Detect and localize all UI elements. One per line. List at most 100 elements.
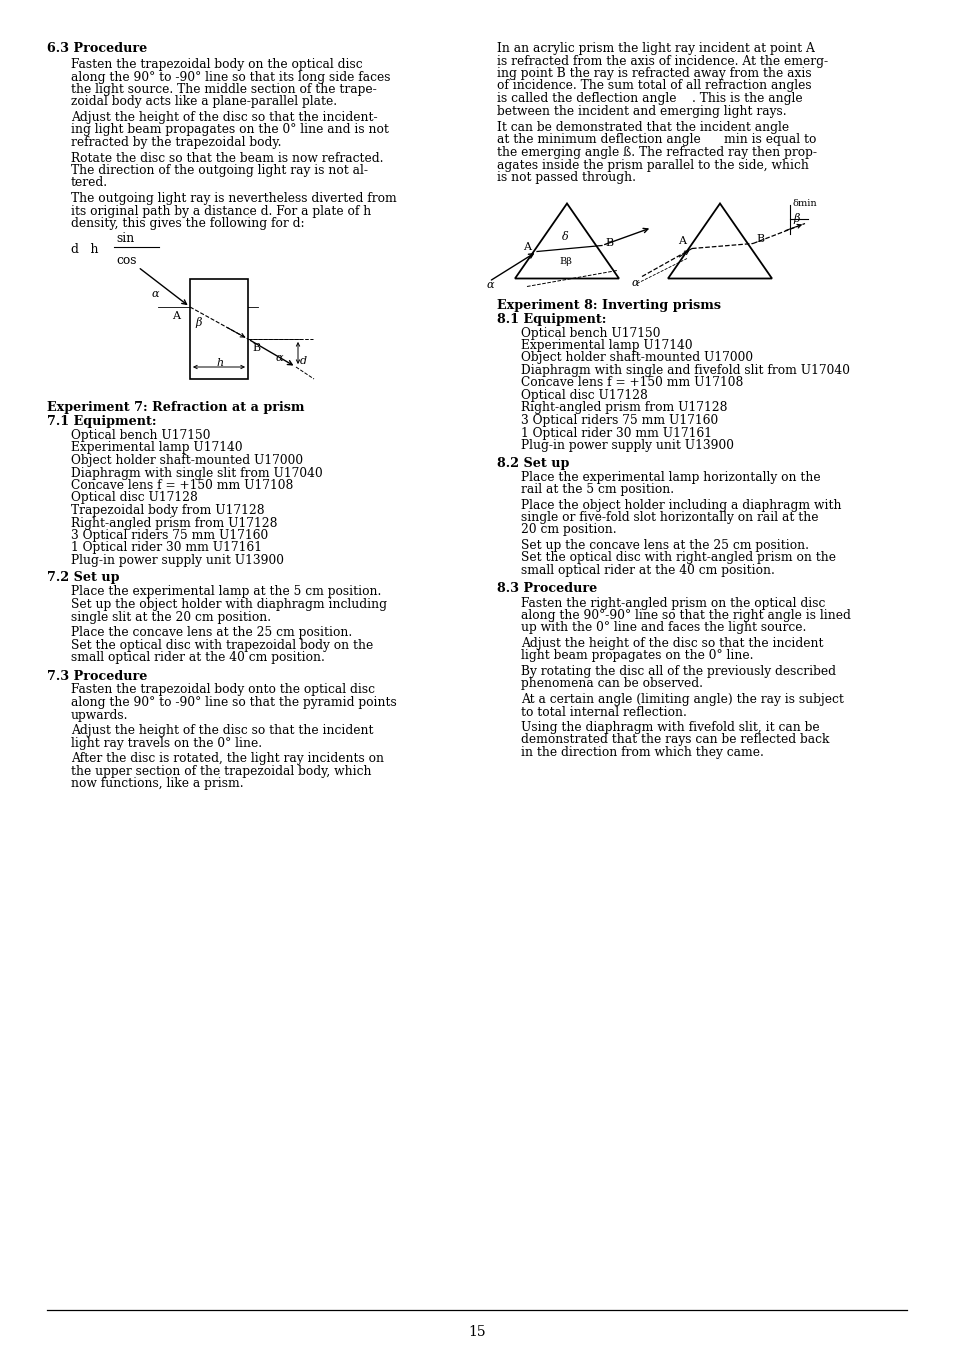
Text: Optical disc U17128: Optical disc U17128 (71, 492, 197, 504)
Text: ing point B the ray is refracted away from the axis: ing point B the ray is refracted away fr… (497, 68, 811, 80)
Text: rail at the 5 cm position.: rail at the 5 cm position. (520, 484, 674, 496)
Text: up with the 0° line and faces the light source.: up with the 0° line and faces the light … (520, 621, 805, 635)
Text: demonstrated that the rays can be reflected back: demonstrated that the rays can be reflec… (520, 734, 828, 747)
Text: α: α (486, 280, 494, 289)
Bar (190, 280, 248, 380)
Text: 7.3 Procedure: 7.3 Procedure (47, 670, 147, 682)
Text: in the direction from which they came.: in the direction from which they came. (520, 746, 763, 759)
Text: of incidence. The sum total of all refraction angles: of incidence. The sum total of all refra… (497, 80, 811, 92)
Text: The direction of the outgoing light ray is not al-: The direction of the outgoing light ray … (71, 163, 368, 177)
Text: Experiment 8: Inverting prisms: Experiment 8: Inverting prisms (497, 299, 720, 312)
Text: The outgoing light ray is nevertheless diverted from: The outgoing light ray is nevertheless d… (71, 192, 396, 205)
Text: α: α (631, 278, 639, 289)
Text: A: A (678, 236, 685, 246)
Text: h: h (215, 358, 223, 367)
Text: between the incident and emerging light rays.: between the incident and emerging light … (497, 104, 786, 118)
Text: 1 Optical rider 30 mm U17161: 1 Optical rider 30 mm U17161 (520, 427, 711, 439)
Text: Right-angled prism from U17128: Right-angled prism from U17128 (71, 516, 277, 530)
Text: Right-angled prism from U17128: Right-angled prism from U17128 (520, 401, 727, 415)
Text: refracted by the trapezoidal body.: refracted by the trapezoidal body. (71, 136, 281, 149)
Text: zoidal body acts like a plane-parallel plate.: zoidal body acts like a plane-parallel p… (71, 96, 336, 108)
Text: At a certain angle (limiting angle) the ray is subject: At a certain angle (limiting angle) the … (520, 693, 843, 707)
Text: d: d (299, 357, 307, 366)
Text: δ: δ (561, 231, 568, 242)
Text: Set the optical disc with right-angled prism on the: Set the optical disc with right-angled p… (520, 551, 835, 565)
Text: Adjust the height of the disc so that the incident-: Adjust the height of the disc so that th… (71, 111, 377, 124)
Text: now functions, like a prism.: now functions, like a prism. (71, 777, 243, 790)
Text: 7.1 Equipment:: 7.1 Equipment: (47, 415, 156, 428)
Text: In an acrylic prism the light ray incident at point A: In an acrylic prism the light ray incide… (497, 42, 814, 55)
Text: Optical disc U17128: Optical disc U17128 (520, 389, 647, 403)
Text: the upper section of the trapezoidal body, which: the upper section of the trapezoidal bod… (71, 765, 371, 777)
Text: along the 90° to -90° line so that its long side faces: along the 90° to -90° line so that its l… (71, 70, 390, 84)
Text: 7.2 Set up: 7.2 Set up (47, 571, 119, 585)
Text: 20 cm position.: 20 cm position. (520, 523, 616, 536)
Text: single or five-fold slot horizontally on rail at the: single or five-fold slot horizontally on… (520, 511, 818, 524)
Text: sin: sin (116, 232, 134, 246)
Text: Optical bench U17150: Optical bench U17150 (71, 430, 211, 442)
Text: A: A (172, 311, 180, 322)
Text: 1 Optical rider 30 mm U17161: 1 Optical rider 30 mm U17161 (71, 542, 262, 554)
Text: Adjust the height of the disc so that the incident: Adjust the height of the disc so that th… (520, 638, 822, 650)
Text: is called the deflection angle    . This is the angle: is called the deflection angle . This is… (497, 92, 801, 105)
Text: Place the concave lens at the 25 cm position.: Place the concave lens at the 25 cm posi… (71, 626, 352, 639)
Text: small optical rider at the 40 cm position.: small optical rider at the 40 cm positio… (520, 563, 774, 577)
Text: Diaphragm with single slit from U17040: Diaphragm with single slit from U17040 (71, 466, 322, 480)
Text: By rotating the disc all of the previously described: By rotating the disc all of the previous… (520, 665, 835, 678)
Text: 3 Optical riders 75 mm U17160: 3 Optical riders 75 mm U17160 (520, 413, 718, 427)
Text: the light source. The middle section of the trape-: the light source. The middle section of … (71, 82, 376, 96)
Text: It can be demonstrated that the incident angle: It can be demonstrated that the incident… (497, 122, 788, 134)
Text: B: B (252, 343, 260, 353)
Text: density, this gives the following for d:: density, this gives the following for d: (71, 218, 304, 230)
Text: Place the experimental lamp horizontally on the: Place the experimental lamp horizontally… (520, 470, 820, 484)
Text: 8.3 Procedure: 8.3 Procedure (497, 582, 597, 596)
Text: Object holder shaft-mounted U17000: Object holder shaft-mounted U17000 (71, 454, 303, 467)
Text: single slit at the 20 cm position.: single slit at the 20 cm position. (71, 611, 271, 624)
Text: small optical rider at the 40 cm position.: small optical rider at the 40 cm positio… (71, 651, 325, 663)
Text: Experiment 7: Refraction at a prism: Experiment 7: Refraction at a prism (47, 401, 304, 413)
Text: Fasten the trapezoidal body onto the optical disc: Fasten the trapezoidal body onto the opt… (71, 684, 375, 697)
Text: β: β (194, 317, 201, 328)
Text: Place the experimental lamp at the 5 cm position.: Place the experimental lamp at the 5 cm … (71, 585, 381, 598)
Text: Trapezoidal body from U17128: Trapezoidal body from U17128 (71, 504, 264, 517)
Text: along the 90° to -90° line so that the pyramid points: along the 90° to -90° line so that the p… (71, 696, 396, 709)
Text: A: A (522, 242, 531, 251)
Text: light beam propagates on the 0° line.: light beam propagates on the 0° line. (520, 650, 753, 662)
Text: 15: 15 (468, 1325, 485, 1339)
Text: Place the object holder including a diaphragm with: Place the object holder including a diap… (520, 499, 841, 512)
Text: Plug-in power supply unit U13900: Plug-in power supply unit U13900 (71, 554, 284, 567)
Text: phenomena can be observed.: phenomena can be observed. (520, 677, 702, 690)
Text: to total internal reflection.: to total internal reflection. (520, 705, 686, 719)
Text: cos: cos (116, 254, 136, 266)
Text: ing light beam propagates on the 0° line and is not: ing light beam propagates on the 0° line… (71, 123, 389, 136)
Text: Fasten the trapezoidal body on the optical disc: Fasten the trapezoidal body on the optic… (71, 58, 362, 72)
Text: α: α (275, 353, 283, 363)
Text: Rotate the disc so that the beam is now refracted.: Rotate the disc so that the beam is now … (71, 151, 383, 165)
Text: β: β (792, 213, 799, 224)
Text: the emerging angle ß. The refracted ray then prop-: the emerging angle ß. The refracted ray … (497, 146, 816, 159)
Text: is refracted from the axis of incidence. At the emerg-: is refracted from the axis of incidence.… (497, 54, 827, 68)
Text: d   h: d h (71, 243, 98, 255)
Text: Adjust the height of the disc so that the incident: Adjust the height of the disc so that th… (71, 724, 374, 738)
Text: Optical bench U17150: Optical bench U17150 (520, 327, 659, 339)
Text: at the minimum deflection angle      min is equal to: at the minimum deflection angle min is e… (497, 134, 816, 146)
Text: upwards.: upwards. (71, 708, 129, 721)
Text: along the 90°-90° line so that the right angle is lined: along the 90°-90° line so that the right… (520, 609, 850, 621)
Text: Experimental lamp U17140: Experimental lamp U17140 (71, 442, 242, 454)
Text: B: B (604, 238, 613, 247)
Text: α: α (152, 289, 159, 299)
Text: 8.1 Equipment:: 8.1 Equipment: (497, 312, 606, 326)
Text: Set up the concave lens at the 25 cm position.: Set up the concave lens at the 25 cm pos… (520, 539, 808, 553)
Text: After the disc is rotated, the light ray incidents on: After the disc is rotated, the light ray… (71, 753, 384, 765)
Text: Bβ: Bβ (558, 258, 571, 266)
Text: tered.: tered. (71, 177, 108, 189)
Text: Plug-in power supply unit U13900: Plug-in power supply unit U13900 (520, 439, 733, 453)
Text: Set up the object holder with diaphragm including: Set up the object holder with diaphragm … (71, 598, 387, 611)
Text: Concave lens f = +150 mm U17108: Concave lens f = +150 mm U17108 (520, 377, 742, 389)
Text: 8.2 Set up: 8.2 Set up (497, 457, 569, 470)
Text: 3 Optical riders 75 mm U17160: 3 Optical riders 75 mm U17160 (71, 530, 268, 542)
Text: light ray travels on the 0° line.: light ray travels on the 0° line. (71, 736, 262, 750)
Text: δmin: δmin (792, 199, 817, 208)
Text: Diaphragm with single and fivefold slit from U17040: Diaphragm with single and fivefold slit … (520, 363, 849, 377)
Text: 6.3 Procedure: 6.3 Procedure (47, 42, 147, 55)
